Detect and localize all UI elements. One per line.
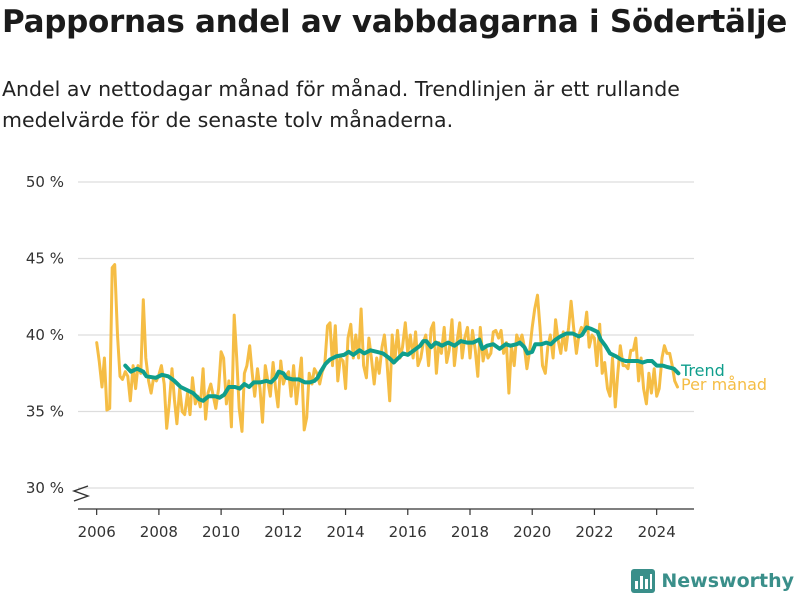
x-tick-label: 2022 [575,523,613,541]
x-tick-label: 2012 [264,523,302,541]
x-tick-label: 2014 [326,523,364,541]
series-line-trend [123,325,681,403]
y-tick-label: 30 % [26,479,64,497]
x-tick-label: 2010 [202,523,240,541]
y-tick-label: 40 % [26,326,64,344]
bar-chart-logo-icon [631,569,656,593]
x-tick-label: 2024 [638,523,676,541]
axes: 30 % 35 % 40 % 45 % 50 % 2006 2008 2010 2012 2014… [26,173,694,541]
legend-label-per-manad: Per månad [681,375,767,394]
x-tick-label: 2006 [78,523,116,541]
series-lines [95,263,681,433]
series-line-per-manad [95,263,679,433]
axis-break-icon [71,485,91,502]
legend-label-trend: Trend [680,361,725,380]
y-tick-label: 35 % [26,403,64,421]
chart-title: Pappornas andel av vabbdagarna i Södertä… [2,4,788,40]
x-tick-label: 2008 [140,523,178,541]
x-tick-label: 2016 [389,523,427,541]
chart-subtitle: Andel av nettodagar månad för månad. Tre… [2,77,680,132]
brand-logo: Newsworthy [631,569,794,593]
y-tick-label: 50 % [26,173,64,191]
x-tick-label: 2020 [513,523,551,541]
brand-name: Newsworthy [661,570,794,592]
x-tick-label: 2018 [451,523,489,541]
y-tick-label: 45 % [26,250,64,268]
